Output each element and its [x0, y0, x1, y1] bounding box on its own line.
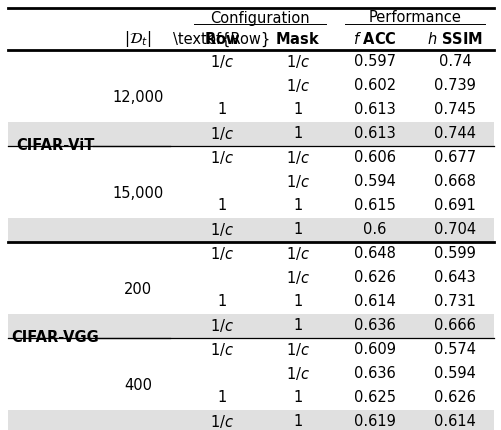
Text: 0.636: 0.636 — [353, 366, 395, 381]
Text: $|\mathcal{D}_t|$: $|\mathcal{D}_t|$ — [124, 29, 151, 49]
Text: 1: 1 — [293, 390, 302, 405]
Text: 1: 1 — [293, 319, 302, 334]
Text: 0.594: 0.594 — [433, 366, 475, 381]
Text: 0.745: 0.745 — [433, 102, 475, 117]
Text: $1/c$: $1/c$ — [286, 246, 310, 262]
Text: 0.626: 0.626 — [353, 270, 395, 286]
Text: 0.744: 0.744 — [433, 126, 475, 141]
Text: $1/c$: $1/c$ — [286, 366, 310, 383]
Text: 1: 1 — [217, 295, 226, 310]
Text: 200: 200 — [124, 283, 152, 298]
Text: $1/c$: $1/c$ — [209, 126, 233, 142]
Text: 1: 1 — [217, 102, 226, 117]
Text: 1: 1 — [293, 222, 302, 237]
Text: $1/c$: $1/c$ — [209, 150, 233, 166]
Text: 1: 1 — [217, 390, 226, 405]
Text: 0.731: 0.731 — [433, 295, 475, 310]
Text: $1/c$: $1/c$ — [286, 150, 310, 166]
Bar — [8, 410, 493, 430]
Text: $1/c$: $1/c$ — [209, 221, 233, 239]
Text: 0.615: 0.615 — [353, 199, 395, 214]
Text: 0.704: 0.704 — [433, 222, 475, 237]
Text: 0.597: 0.597 — [353, 55, 395, 70]
Text: 0.613: 0.613 — [353, 102, 395, 117]
Text: Configuration: Configuration — [210, 10, 309, 25]
Text: 0.613: 0.613 — [353, 126, 395, 141]
Text: 0.594: 0.594 — [353, 175, 395, 190]
Bar — [8, 122, 493, 146]
Text: 400: 400 — [124, 378, 152, 393]
Text: 0.74: 0.74 — [438, 55, 470, 70]
Text: 0.739: 0.739 — [433, 79, 475, 93]
Text: $1/c$: $1/c$ — [286, 341, 310, 359]
Text: $1/c$: $1/c$ — [209, 246, 233, 262]
Text: 0.648: 0.648 — [353, 246, 395, 261]
Text: $\mathbf{Row}$: $\mathbf{Row}$ — [203, 31, 239, 47]
Text: 0.643: 0.643 — [433, 270, 475, 286]
Text: 0.599: 0.599 — [433, 246, 475, 261]
Text: 1: 1 — [293, 415, 302, 430]
Text: 0.602: 0.602 — [353, 79, 395, 93]
Text: 0.668: 0.668 — [433, 175, 475, 190]
Text: 0.6: 0.6 — [363, 222, 386, 237]
Text: $1/c$: $1/c$ — [209, 317, 233, 335]
Text: 12,000: 12,000 — [112, 90, 163, 105]
Text: 1: 1 — [293, 102, 302, 117]
Text: 15,000: 15,000 — [112, 187, 163, 202]
Bar — [8, 218, 493, 242]
Text: $1/c$: $1/c$ — [209, 414, 233, 430]
Text: 0.609: 0.609 — [353, 343, 395, 357]
Text: 0.626: 0.626 — [433, 390, 475, 405]
Text: $\mathbf{Mask}$: $\mathbf{Mask}$ — [275, 31, 320, 47]
Text: 0.677: 0.677 — [433, 150, 475, 166]
Text: $1/c$: $1/c$ — [286, 270, 310, 286]
Text: 0.614: 0.614 — [353, 295, 395, 310]
Text: $1/c$: $1/c$ — [209, 341, 233, 359]
Text: 0.619: 0.619 — [353, 415, 395, 430]
Text: 0.574: 0.574 — [433, 343, 475, 357]
Text: $f\ \mathbf{ACC}$: $f\ \mathbf{ACC}$ — [352, 31, 396, 47]
Text: 1: 1 — [293, 126, 302, 141]
Text: $1/c$: $1/c$ — [286, 77, 310, 95]
Text: CIFAR-VGG: CIFAR-VGG — [11, 331, 99, 345]
Text: 0.636: 0.636 — [353, 319, 395, 334]
Text: 0.625: 0.625 — [353, 390, 395, 405]
Text: 1: 1 — [217, 199, 226, 214]
Text: 0.691: 0.691 — [433, 199, 475, 214]
Text: 1: 1 — [293, 199, 302, 214]
Text: 0.614: 0.614 — [433, 415, 475, 430]
Text: $1/c$: $1/c$ — [286, 53, 310, 71]
Text: \textbf{Row}: \textbf{Row} — [173, 31, 270, 46]
Text: 0.666: 0.666 — [433, 319, 475, 334]
Text: CIFAR-ViT: CIFAR-ViT — [16, 138, 94, 154]
Text: $1/c$: $1/c$ — [209, 53, 233, 71]
Text: $h\ \mathbf{SSIM}$: $h\ \mathbf{SSIM}$ — [426, 31, 482, 47]
Text: 1: 1 — [293, 295, 302, 310]
Text: Performance: Performance — [368, 10, 460, 25]
Text: 0.606: 0.606 — [353, 150, 395, 166]
Text: $1/c$: $1/c$ — [286, 173, 310, 190]
Bar — [8, 314, 493, 338]
